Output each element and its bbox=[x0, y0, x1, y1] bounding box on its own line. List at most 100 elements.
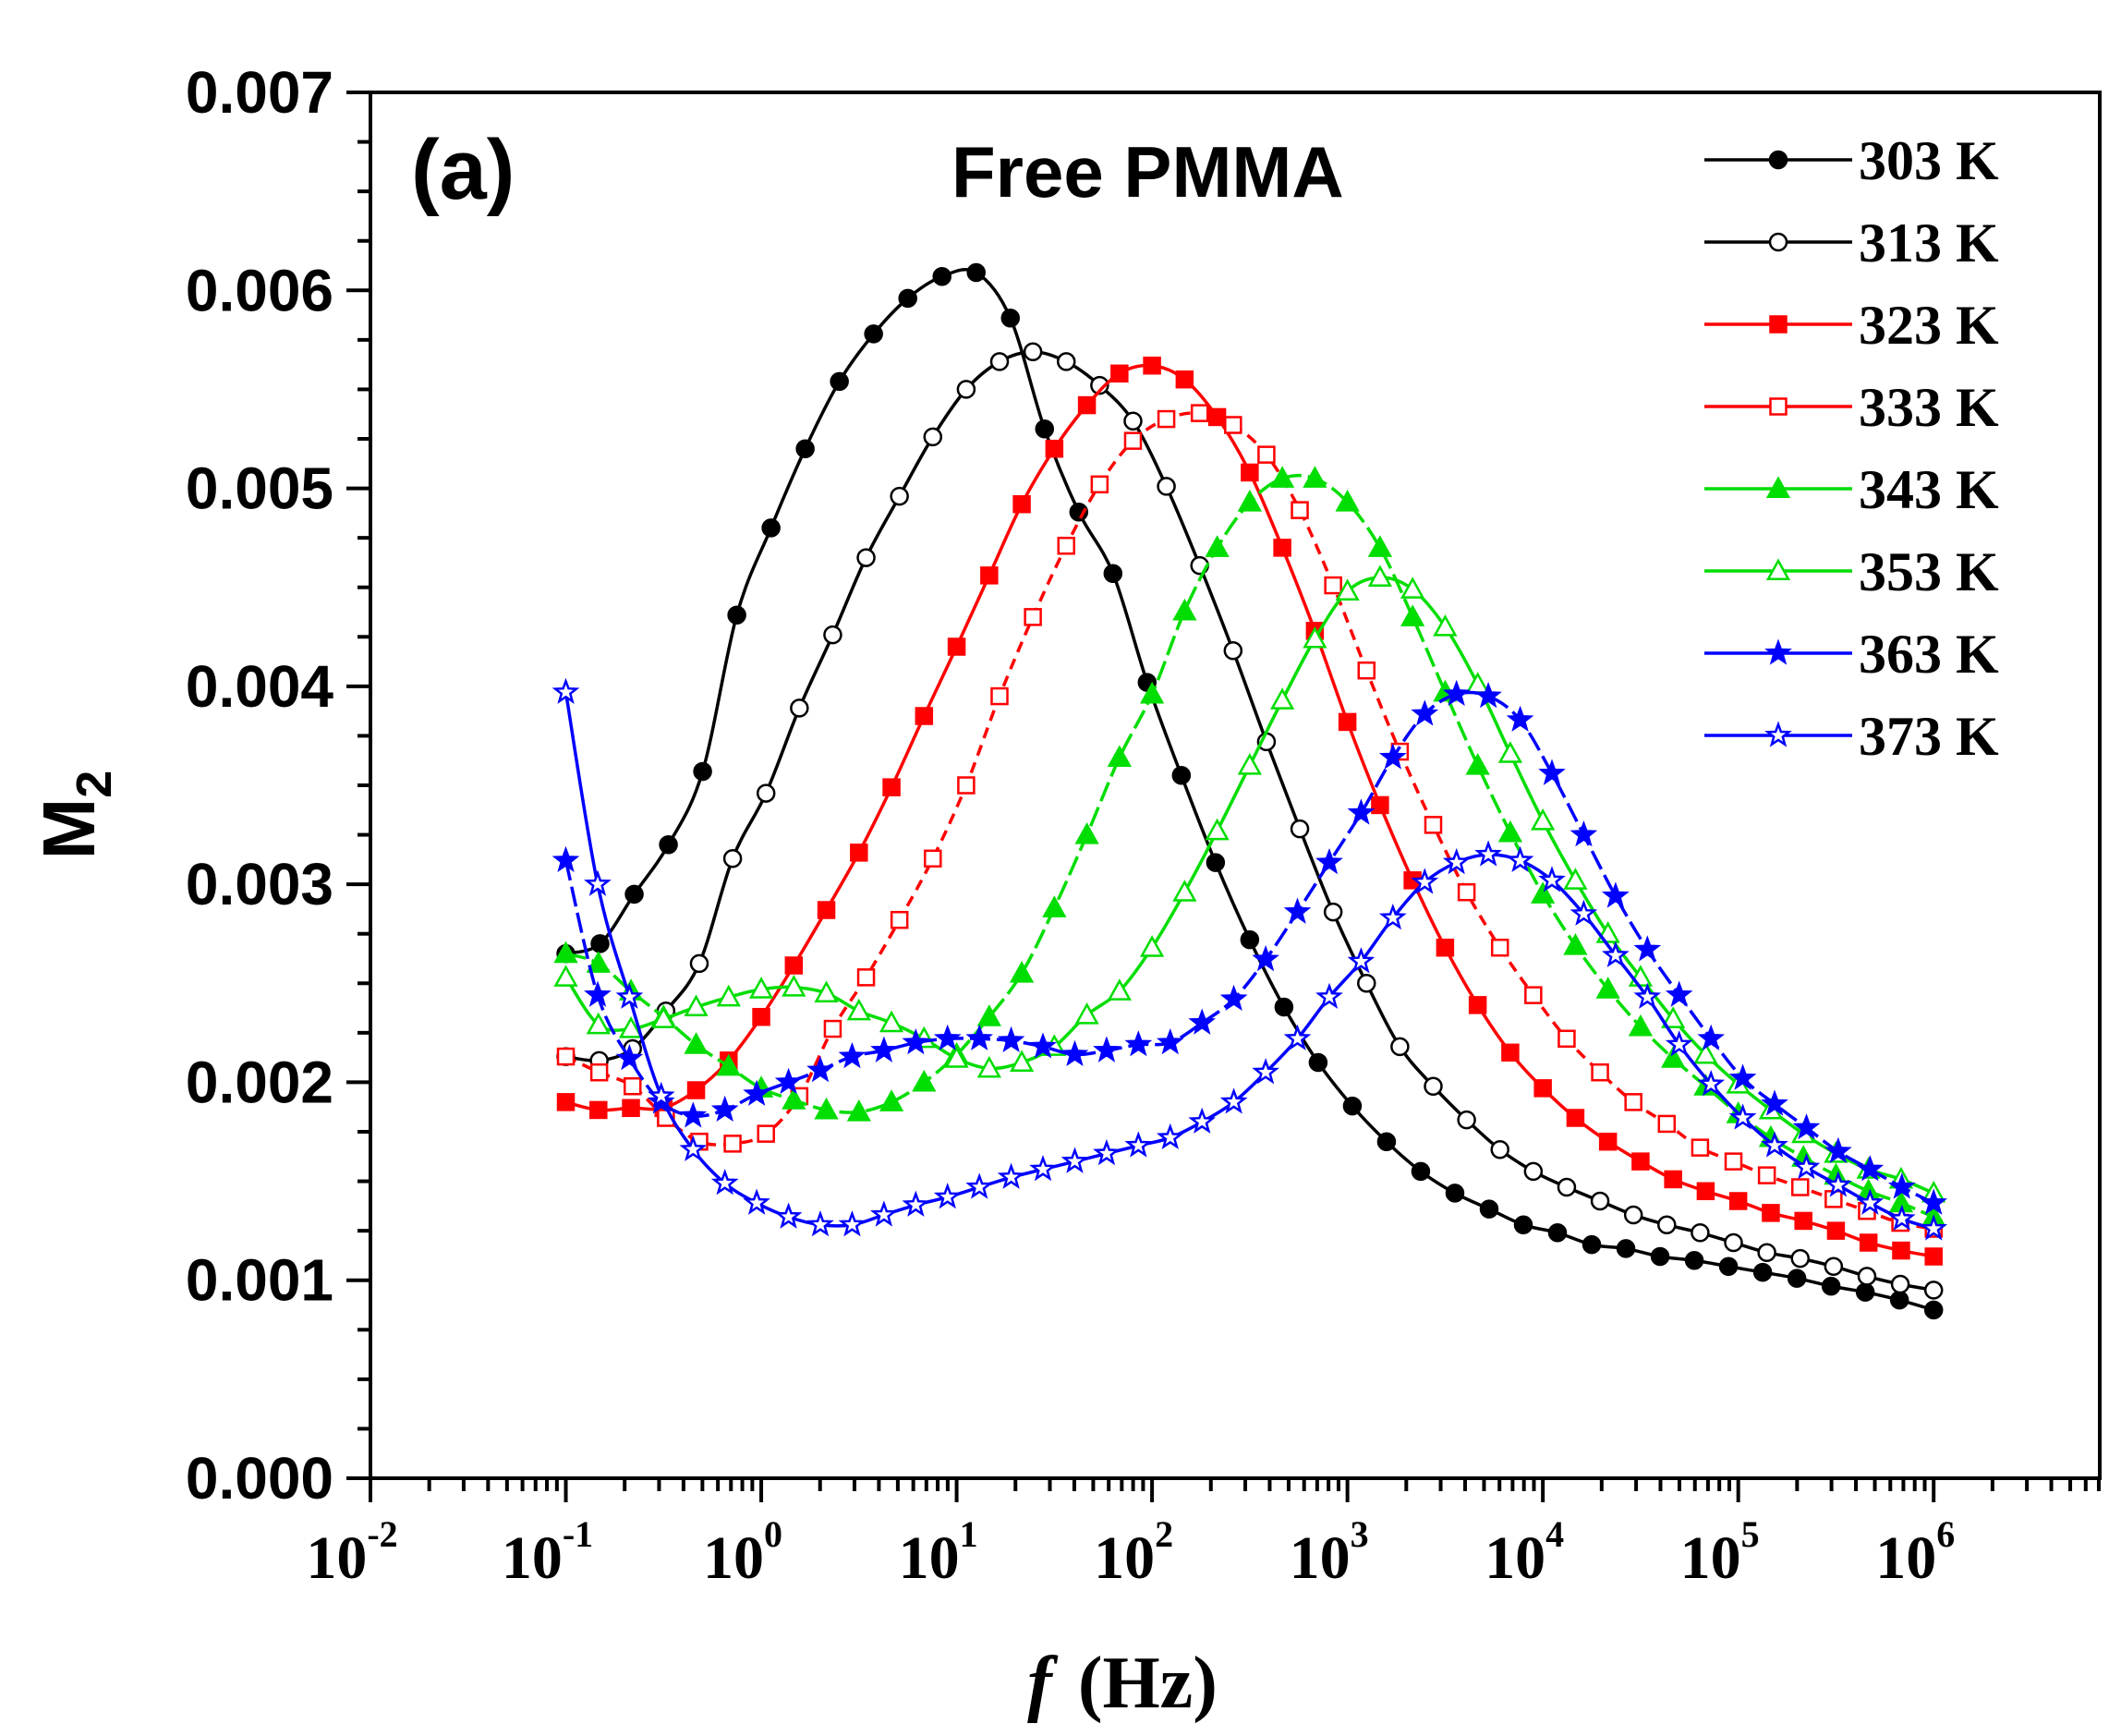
data-point bbox=[932, 267, 951, 286]
data-point bbox=[756, 783, 776, 803]
data-point bbox=[651, 1006, 676, 1028]
data-point bbox=[757, 1124, 775, 1143]
data-point bbox=[1623, 1205, 1643, 1225]
data-point bbox=[1252, 1058, 1279, 1085]
data-point bbox=[1631, 1152, 1650, 1171]
data-point bbox=[1859, 1233, 1878, 1252]
data-point bbox=[1523, 1161, 1544, 1182]
data-point bbox=[864, 324, 883, 344]
data-point bbox=[1045, 439, 1064, 458]
data-point bbox=[1457, 882, 1476, 902]
data-point bbox=[1563, 932, 1588, 955]
data-point bbox=[727, 605, 746, 625]
x-tick-label: 101 bbox=[899, 1513, 978, 1592]
data-point bbox=[1029, 1155, 1057, 1182]
data-point bbox=[898, 288, 917, 309]
data-point bbox=[965, 1024, 994, 1050]
x-tick-exponent: 3 bbox=[1351, 1513, 1369, 1555]
data-point bbox=[1172, 880, 1197, 902]
data-point bbox=[622, 1099, 640, 1118]
series-313-k bbox=[556, 342, 1944, 1300]
legend-marker bbox=[1765, 476, 1791, 499]
series-323-k bbox=[556, 356, 1943, 1266]
data-point bbox=[1442, 848, 1471, 875]
legend-item: 333 K bbox=[1704, 377, 1999, 438]
data-point bbox=[1468, 996, 1487, 1014]
data-point bbox=[1855, 1282, 1875, 1302]
x-tick-base: 10 bbox=[502, 1524, 563, 1592]
x-tick-label: 103 bbox=[1290, 1513, 1369, 1592]
data-point bbox=[838, 1210, 867, 1237]
data-point bbox=[1595, 921, 1620, 943]
x-tick-exponent: 0 bbox=[764, 1513, 782, 1555]
data-point bbox=[1205, 818, 1230, 841]
data-point bbox=[782, 974, 806, 997]
data-point bbox=[722, 849, 743, 868]
data-point bbox=[1433, 613, 1458, 637]
axes: 0.000 0.001 0.002 0.003 0.004 0.005 0.006 0.007… bbox=[186, 59, 2102, 1592]
data-point bbox=[1890, 1274, 1910, 1294]
data-point bbox=[1283, 1024, 1312, 1050]
data-point bbox=[1531, 881, 1556, 904]
data-point bbox=[590, 934, 610, 953]
data-point bbox=[795, 439, 815, 458]
data-point bbox=[933, 1024, 962, 1050]
data-point bbox=[947, 637, 966, 656]
data-point bbox=[1057, 536, 1075, 555]
data-point bbox=[1557, 1177, 1577, 1197]
data-point bbox=[1601, 941, 1630, 967]
data-point bbox=[1531, 807, 1556, 831]
data-point bbox=[679, 1135, 708, 1161]
legend-label: 373 K bbox=[1859, 706, 1999, 767]
data-point bbox=[1628, 1014, 1654, 1037]
data-point bbox=[1824, 1171, 1852, 1197]
data-point bbox=[1411, 1161, 1431, 1182]
data-point bbox=[1665, 1030, 1693, 1057]
data-point bbox=[1728, 1192, 1748, 1210]
data-point bbox=[1012, 494, 1031, 514]
data-point bbox=[879, 1089, 904, 1111]
data-point bbox=[870, 1200, 898, 1227]
data-point bbox=[1378, 904, 1407, 930]
data-point bbox=[1219, 984, 1248, 1012]
data-point bbox=[553, 941, 578, 964]
data-point bbox=[551, 845, 580, 873]
series-layer bbox=[551, 262, 1948, 1320]
data-point bbox=[1595, 977, 1620, 999]
data-point bbox=[1175, 370, 1194, 389]
data-point bbox=[716, 1053, 741, 1076]
data-point bbox=[1889, 1290, 1909, 1310]
data-point bbox=[1533, 1079, 1552, 1098]
x-axis-label-unit: (Hz) bbox=[1078, 1643, 1218, 1724]
data-point bbox=[1219, 1087, 1248, 1114]
data-point bbox=[1752, 1262, 1773, 1282]
data-point bbox=[882, 778, 901, 796]
data-point bbox=[647, 1081, 675, 1109]
data-point bbox=[870, 1036, 898, 1062]
data-point bbox=[1157, 477, 1176, 496]
data-point bbox=[589, 1100, 608, 1120]
data-point bbox=[976, 1004, 1001, 1026]
data-point bbox=[1661, 1006, 1686, 1028]
x-tick-base: 10 bbox=[306, 1524, 367, 1592]
data-point bbox=[1156, 1028, 1184, 1055]
y-tick-label: 0.000 bbox=[186, 1445, 333, 1511]
data-point bbox=[1474, 682, 1502, 709]
data-point bbox=[1303, 625, 1327, 649]
data-point bbox=[790, 698, 809, 718]
data-point bbox=[1691, 1138, 1710, 1157]
data-point bbox=[830, 371, 849, 392]
data-point bbox=[1570, 820, 1598, 847]
data-point bbox=[1563, 868, 1588, 890]
data-point bbox=[1123, 431, 1143, 450]
y-tick-label: 0.005 bbox=[186, 455, 333, 522]
data-point bbox=[856, 548, 876, 567]
data-point bbox=[944, 1046, 969, 1068]
x-tick-exponent: 2 bbox=[1155, 1513, 1173, 1555]
data-point bbox=[1024, 608, 1042, 626]
data-point bbox=[846, 998, 871, 1021]
legend-marker bbox=[1768, 150, 1788, 170]
data-point bbox=[902, 1190, 930, 1217]
data-point bbox=[1566, 1109, 1585, 1127]
